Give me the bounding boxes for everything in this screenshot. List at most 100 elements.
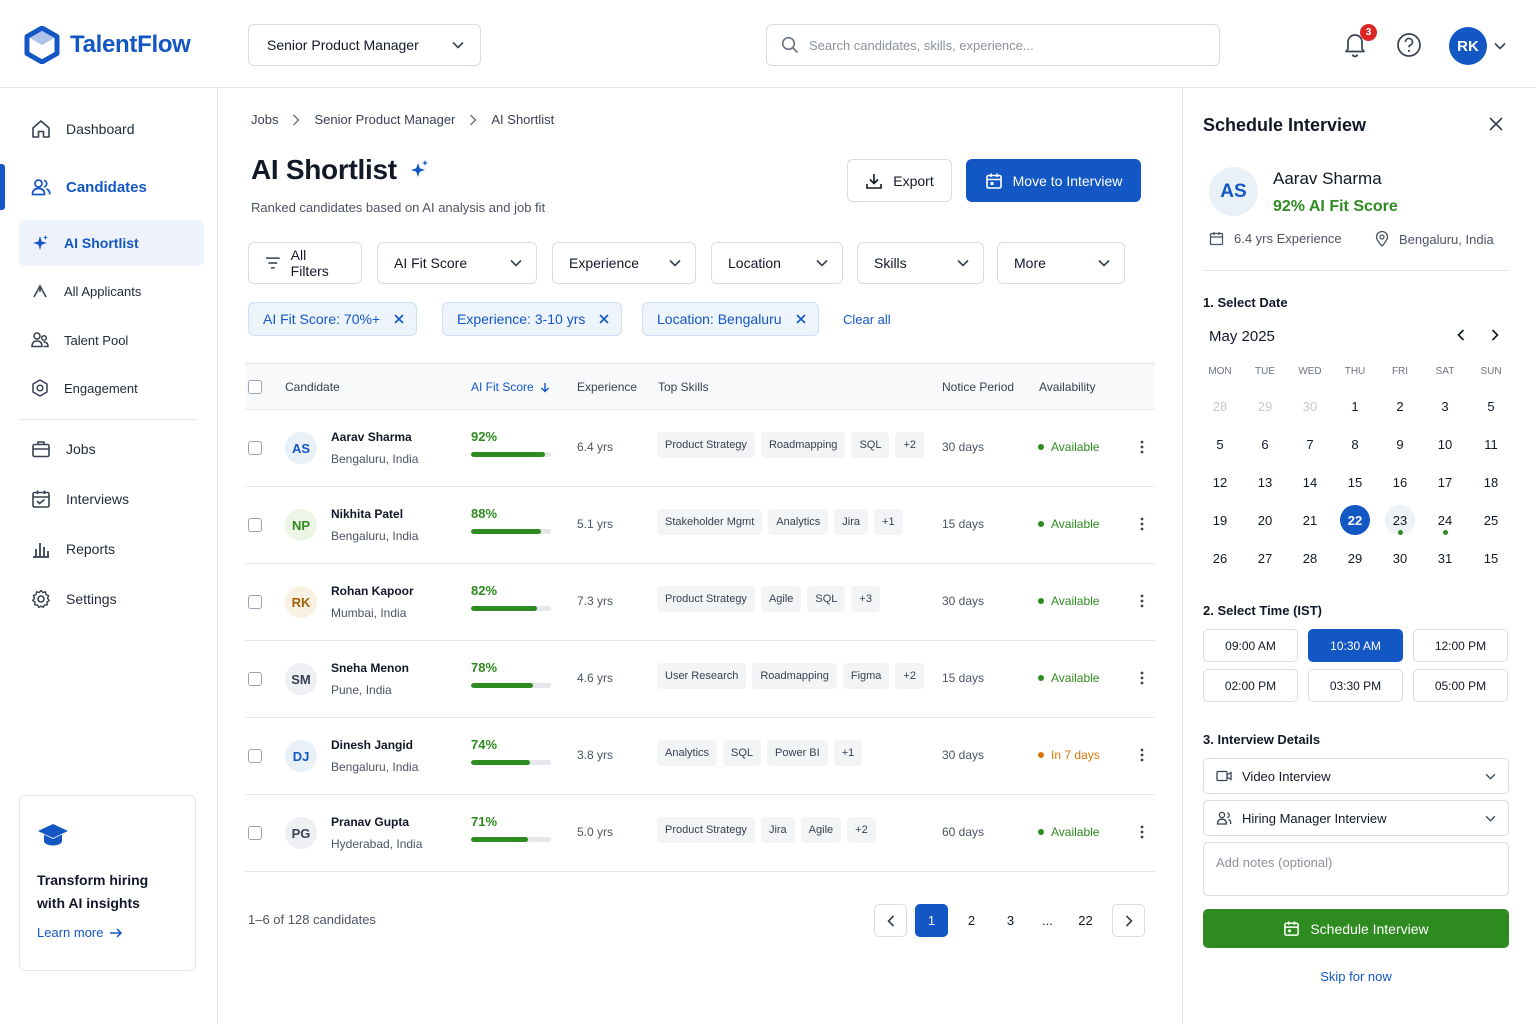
row-checkbox[interactable] [248, 826, 262, 840]
page-22[interactable]: 22 [1078, 913, 1093, 928]
column-notice-period[interactable]: Notice Period [942, 380, 1015, 394]
sidebar-item-talent-pool[interactable]: Talent Pool [19, 320, 204, 360]
calendar-day[interactable]: 3 [1441, 398, 1449, 414]
close-panel-button[interactable] [1488, 116, 1504, 135]
time-slot[interactable]: 12:00 PM [1413, 629, 1508, 662]
calendar-day[interactable]: 30 [1392, 550, 1408, 566]
calendar-day[interactable]: 21 [1302, 512, 1318, 528]
row-checkbox[interactable] [248, 672, 262, 686]
table-row[interactable]: PG Pranav Gupta Hyderabad, India 71% 5.0 yrs… [245, 795, 1155, 872]
ai-fit-score-filter[interactable]: AI Fit Score [377, 242, 537, 284]
calendar-day[interactable]: 25 [1483, 512, 1499, 528]
job-selector[interactable]: Senior Product Manager [248, 24, 481, 66]
search-bar[interactable] [766, 24, 1220, 66]
close-icon[interactable] [599, 314, 609, 324]
row-checkbox[interactable] [248, 441, 262, 455]
time-slot[interactable]: 05:00 PM [1413, 669, 1508, 702]
row-actions-button[interactable] [1140, 440, 1144, 457]
calendar-day[interactable]: 7 [1306, 436, 1314, 452]
calendar-day[interactable]: 5 [1487, 398, 1495, 414]
all-filters-button[interactable]: All Filters [248, 242, 362, 284]
calendar-day[interactable]: 1 [1351, 398, 1359, 414]
calendar-day[interactable]: 24 [1437, 512, 1453, 528]
experience-filter[interactable]: Experience [552, 242, 696, 284]
user-menu-button[interactable] [1494, 38, 1506, 53]
schedule-interview-button[interactable]: Schedule Interview [1203, 909, 1509, 948]
calendar-day[interactable]: 19 [1212, 512, 1228, 528]
table-row[interactable]: RK Rohan Kapoor Mumbai, India 82% 7.3 yrs Pro… [245, 564, 1155, 641]
export-button[interactable]: Export [847, 159, 952, 202]
help-button[interactable] [1396, 32, 1422, 61]
calendar-day[interactable]: 5 [1216, 436, 1224, 452]
user-avatar[interactable]: RK [1449, 27, 1487, 65]
row-actions-button[interactable] [1140, 517, 1144, 534]
candidate-name[interactable]: Sneha Menon [331, 661, 410, 675]
sidebar-item-ai-shortlist[interactable]: AI Shortlist [19, 220, 204, 266]
interview-type-select[interactable]: Video Interview [1203, 758, 1509, 794]
select-all-checkbox[interactable] [248, 380, 262, 394]
calendar-day[interactable]: 29 [1347, 550, 1363, 566]
learn-more-link[interactable]: Learn more [37, 925, 179, 940]
close-icon[interactable] [394, 314, 404, 324]
sidebar-item-interviews[interactable]: Interviews [19, 476, 204, 522]
move-to-interview-button[interactable]: Move to Interview [966, 159, 1141, 202]
interview-round-select[interactable]: Hiring Manager Interview [1203, 800, 1509, 836]
calendar-day[interactable]: 12 [1212, 474, 1228, 490]
candidate-name[interactable]: Nikhita Patel [331, 507, 404, 521]
column-experience[interactable]: Experience [577, 380, 638, 394]
table-row[interactable]: NP Nikhita Patel Bengaluru, India 88% 5.1 yr… [245, 487, 1155, 564]
calendar-day[interactable]: 27 [1257, 550, 1273, 566]
table-row[interactable]: SM Sneha Menon Pune, India 78% 4.6 yrs User R… [245, 641, 1155, 718]
row-checkbox[interactable] [248, 595, 262, 609]
table-row[interactable]: DJ Dinesh Jangid Bengaluru, India 74% 3.8 yr… [245, 718, 1155, 795]
location-filter[interactable]: Location [711, 242, 843, 284]
page-3[interactable]: 3 [1006, 913, 1015, 928]
sidebar-item-engagement[interactable]: Engagement [19, 368, 204, 408]
row-checkbox[interactable] [248, 518, 262, 532]
sidebar-item-all-applicants[interactable]: All Applicants [19, 271, 204, 311]
sidebar-item-candidates[interactable]: Candidates [19, 164, 204, 210]
row-actions-button[interactable] [1140, 748, 1144, 765]
prev-month-button[interactable] [1457, 329, 1465, 344]
search-input[interactable] [809, 37, 1189, 53]
page-2[interactable]: 2 [967, 913, 976, 928]
calendar-day[interactable]: 16 [1392, 474, 1408, 490]
calendar-day[interactable]: 28 [1302, 550, 1318, 566]
calendar-day[interactable]: 15 [1347, 474, 1363, 490]
column-availability[interactable]: Availability [1039, 380, 1096, 394]
more-filter[interactable]: More [997, 242, 1125, 284]
sidebar-item-dashboard[interactable]: Dashboard [19, 106, 204, 152]
time-slot[interactable]: 09:00 AM [1203, 629, 1298, 662]
calendar-day[interactable]: 26 [1212, 550, 1228, 566]
sidebar-item-settings[interactable]: Settings [19, 576, 204, 622]
row-checkbox[interactable] [248, 749, 262, 763]
row-actions-button[interactable] [1140, 825, 1144, 842]
notifications-button[interactable]: 3 [1342, 24, 1377, 61]
page-1[interactable]: 1 [915, 904, 948, 937]
time-slot[interactable]: 02:00 PM [1203, 669, 1298, 702]
candidate-name[interactable]: Dinesh Jangid [331, 738, 414, 752]
prev-page-button[interactable] [874, 904, 907, 937]
skills-filter[interactable]: Skills [857, 242, 984, 284]
calendar-day[interactable]: 31 [1437, 550, 1453, 566]
sidebar-item-jobs[interactable]: Jobs [19, 426, 204, 472]
calendar-day[interactable]: 8 [1351, 436, 1359, 452]
calendar-day[interactable]: 9 [1396, 436, 1404, 452]
calendar-day[interactable]: 20 [1257, 512, 1273, 528]
calendar-day[interactable]: 6 [1261, 436, 1269, 452]
calendar-day[interactable]: 22 [1340, 505, 1370, 535]
time-slot[interactable]: 03:30 PM [1308, 669, 1403, 702]
time-slot[interactable]: 10:30 AM [1308, 629, 1403, 662]
calendar-day[interactable]: 18 [1483, 474, 1499, 490]
calendar-day[interactable]: 17 [1437, 474, 1453, 490]
calendar-day[interactable]: 10 [1437, 436, 1453, 452]
breadcrumb-job[interactable]: Senior Product Manager [314, 112, 456, 127]
candidate-name[interactable]: Aarav Sharma [331, 430, 412, 444]
clear-all-link[interactable]: Clear all [843, 312, 891, 327]
candidate-name[interactable]: Pranav Gupta [331, 815, 410, 829]
calendar-day[interactable]: 14 [1302, 474, 1318, 490]
calendar-day[interactable]: 13 [1257, 474, 1273, 490]
close-icon[interactable] [795, 314, 806, 324]
column-ai-fit-score[interactable]: AI Fit Score [471, 380, 550, 394]
calendar-day[interactable]: 2 [1396, 398, 1404, 414]
